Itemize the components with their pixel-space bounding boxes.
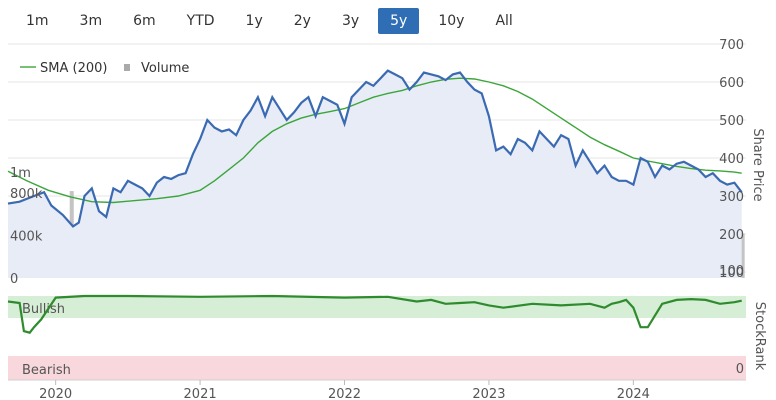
bearish-band (8, 356, 746, 380)
price-tick-label: 600 (719, 76, 744, 91)
volume-tick-label: 800k (10, 187, 43, 202)
range-button-10y[interactable]: 10y (438, 13, 465, 29)
stockrank-axis-title: StockRank (752, 302, 767, 371)
price-area-fill (8, 70, 742, 278)
x-tick-label: 2023 (472, 387, 505, 400)
range-button-5y[interactable]: 5y (378, 8, 420, 34)
x-tick-label: 2024 (617, 387, 650, 400)
stockrank-tick-100: 100 (719, 264, 744, 279)
x-tick-label: 2020 (39, 387, 72, 400)
range-button-3m[interactable]: 3m (79, 13, 103, 29)
range-button-1m[interactable]: 1m (26, 13, 49, 29)
volume-axis-ticks: 1m 800k 400k 0 (10, 166, 43, 287)
x-axis-ticks: 2020 2021 2022 2023 2024 (39, 380, 650, 400)
bullish-band (8, 296, 746, 318)
stockrank-line (7, 294, 742, 334)
price-tick-label: 300 (719, 190, 744, 205)
share-price-line (7, 69, 743, 228)
price-tick-label: 400 (719, 152, 744, 167)
stockrank-tick-0: 0 (736, 362, 744, 377)
legend: SMA (200) Volume (20, 61, 189, 76)
price-tick-label: 100 (719, 266, 744, 281)
legend-volume-swatch (124, 64, 130, 71)
price-tick-label: 700 (719, 38, 744, 53)
range-button-3y[interactable]: 3y (341, 13, 360, 29)
volume-tick-label: 1m (10, 166, 31, 181)
price-tick-label: 200 (719, 228, 744, 243)
volume-tick-label: 400k (10, 230, 43, 245)
price-tick-label: 500 (719, 114, 744, 129)
range-button-6m[interactable]: 6m (133, 13, 156, 29)
range-button-2y[interactable]: 2y (293, 13, 311, 29)
bullish-label: Bullish (22, 302, 65, 317)
range-button-all[interactable]: All (495, 13, 513, 29)
x-tick-label: 2022 (328, 387, 361, 400)
volume-bar (740, 233, 745, 278)
time-range-selector: 1m 3m 6m YTD 1y 2y 3y 5y 10y All (14, 8, 532, 36)
bearish-label: Bearish (22, 363, 71, 378)
range-button-ytd[interactable]: YTD (186, 13, 215, 29)
x-tick-label: 2021 (184, 387, 217, 400)
price-axis-title: Share Price (750, 128, 765, 201)
range-button-1y[interactable]: 1y (245, 13, 263, 29)
price-axis-ticks: 700 600 500 400 300 200 100 (719, 38, 744, 281)
legend-volume-label: Volume (141, 61, 189, 76)
legend-sma-label: SMA (200) (40, 61, 107, 76)
volume-tick-label: 0 (10, 272, 18, 287)
